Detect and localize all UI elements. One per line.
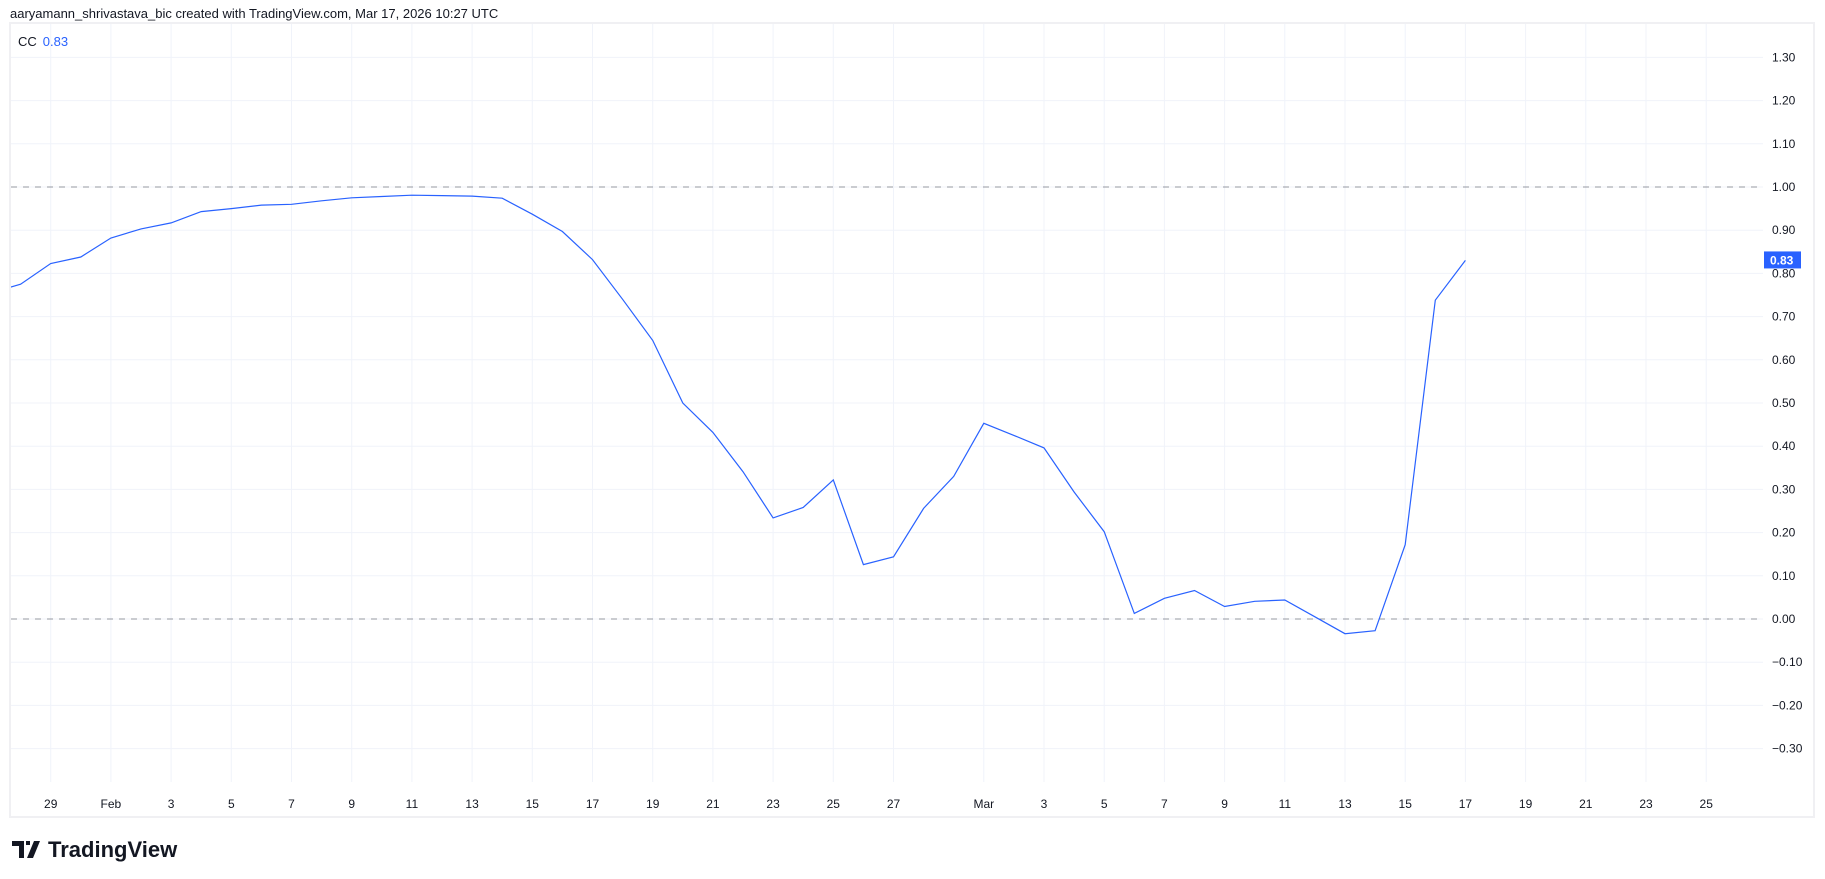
x-tick-label: 17: [586, 797, 600, 811]
y-tick-label: 0.20: [1772, 526, 1796, 540]
legend-value: 0.83: [42, 34, 69, 49]
x-tick-label: 11: [1279, 797, 1292, 811]
x-tick-label: 21: [706, 797, 720, 811]
y-tick-label: 1.10: [1772, 137, 1796, 151]
tradingview-logo-icon: [12, 841, 40, 858]
y-tick-label: 1.30: [1772, 50, 1796, 64]
y-tick-label: 0.90: [1772, 223, 1796, 237]
x-tick-label: 11: [406, 797, 419, 811]
x-tick-label: 9: [348, 797, 355, 811]
x-tick-label: Feb: [101, 797, 122, 811]
x-tick-label: 13: [465, 797, 479, 811]
y-tick-label: 0.70: [1772, 310, 1796, 324]
x-tick-label: 3: [1041, 797, 1048, 811]
legend-symbol: CC: [18, 34, 37, 49]
y-tick-label: 0.10: [1772, 569, 1796, 583]
y-tick-label: 0.40: [1772, 439, 1796, 453]
x-tick-label: 19: [646, 797, 660, 811]
brand-name: TradingView: [48, 837, 178, 862]
tradingview-logo[interactable]: TradingView: [12, 837, 177, 863]
x-tick-label: 19: [1519, 797, 1533, 811]
x-tick-label: 25: [1700, 797, 1714, 811]
chart-pane[interactable]: [9, 22, 1815, 818]
x-tick-label: 21: [1579, 797, 1593, 811]
y-tick-label: −0.20: [1772, 698, 1803, 712]
y-tick-label: 0.50: [1772, 396, 1796, 410]
x-tick-label: 17: [1459, 797, 1473, 811]
x-tick-label: 15: [1399, 797, 1413, 811]
y-tick-label: −0.10: [1772, 655, 1803, 669]
x-tick-label: 29: [44, 797, 58, 811]
last-value-badge: [1764, 251, 1801, 269]
x-tick-label: 25: [827, 797, 841, 811]
y-tick-label: 0.30: [1772, 482, 1796, 496]
y-tick-label: 1.20: [1772, 94, 1796, 108]
x-tick-label: 13: [1338, 797, 1352, 811]
y-tick-label: 0.60: [1772, 353, 1796, 367]
x-tick-label: 7: [1161, 797, 1168, 811]
x-tick-label: 15: [526, 797, 540, 811]
x-tick-label: 9: [1221, 797, 1228, 811]
x-tick-label: 7: [288, 797, 295, 811]
last-value-label: 0.83: [1770, 253, 1794, 267]
x-tick-label: Mar: [973, 797, 994, 811]
y-tick-label: 0.80: [1772, 266, 1796, 280]
x-tick-label: 27: [887, 797, 901, 811]
y-tick-label: −0.30: [1772, 742, 1803, 756]
x-tick-label: 23: [1639, 797, 1653, 811]
x-tick-label: 5: [1101, 797, 1108, 811]
x-tick-label: 23: [766, 797, 780, 811]
series-legend[interactable]: CC 0.83: [18, 34, 68, 49]
x-tick-label: 3: [168, 797, 175, 811]
attribution-text: aaryamann_shrivastava_bic created with T…: [10, 6, 499, 21]
y-tick-label: 0.00: [1772, 612, 1796, 626]
x-tick-label: 5: [228, 797, 235, 811]
series-line: [11, 194, 1466, 635]
y-tick-label: 1.00: [1772, 180, 1796, 194]
